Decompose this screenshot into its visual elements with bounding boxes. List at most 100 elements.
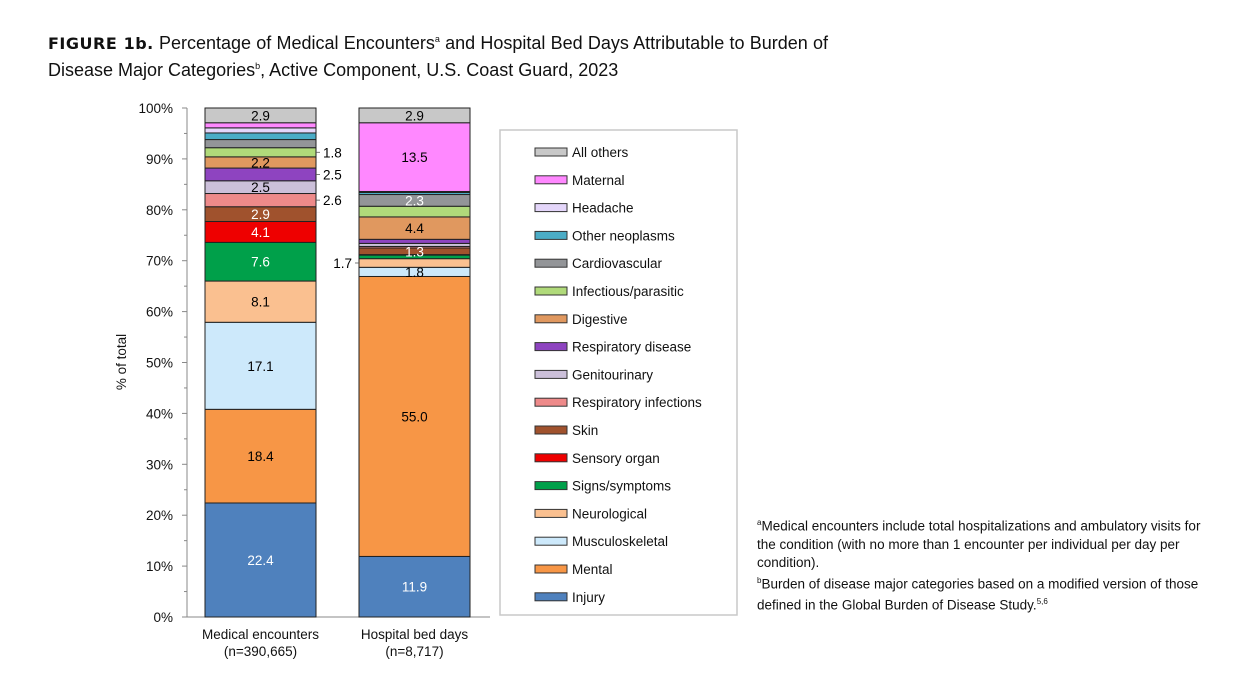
footnote-a: aMedical encounters include total hospit… [757,514,1217,572]
legend-swatch [534,314,568,324]
bar-segment-all-others [358,107,471,124]
legend-swatch [534,564,568,574]
y-tick-label: 70% [146,254,173,269]
footnote-marker: a [757,518,762,527]
legend-swatch [534,508,568,518]
bar-segment-signs-symptoms [204,241,317,282]
legend-swatch [534,453,568,463]
legend-swatch [534,425,568,435]
y-tick-label: 50% [146,356,173,371]
bar-segment-maternal [204,122,317,129]
legend-label: Infectious/parasitic [572,284,684,299]
footnote-refs: 5,6 [1036,597,1048,606]
legend-label: Musculoskeletal [572,534,668,549]
legend-label: Injury [572,590,605,605]
y-tick-label: 20% [146,508,173,523]
legend-swatch [534,286,568,296]
bar-segment-other-neoplasms [204,132,317,141]
legend-swatch [534,258,568,268]
legend-label: Genitourinary [572,367,653,382]
legend-label: Cardiovascular [572,256,663,271]
y-axis-title: % of total [114,334,129,390]
x-tick-label: (n=8,717) [385,644,443,659]
title-text: and Hospital Bed Days Attributable to Bu… [48,33,828,80]
legend-label: Digestive [572,312,628,327]
y-tick-label: 30% [146,457,173,472]
y-tick-label: 40% [146,406,173,421]
data-label: 2.9 [405,108,424,123]
legend-label: Mental [572,562,613,577]
y-tick-label: 0% [153,610,173,625]
data-label: 2.6 [323,193,342,208]
data-label: 7.6 [251,255,270,270]
data-label: 17.1 [247,359,273,374]
data-label: 22.4 [247,553,274,568]
data-label: 1.8 [323,145,342,160]
y-tick-label: 100% [138,101,173,116]
data-label: 1.7 [333,256,352,271]
legend-swatch [534,592,568,602]
figure-label: FIGURE 1b. [48,34,154,53]
data-label: 2.9 [251,207,270,222]
legend-label: All others [572,145,629,160]
legend-label: Neurological [572,506,647,521]
bar-segment-respiratory-disease [358,238,471,244]
y-tick-label: 10% [146,559,173,574]
legend-swatch [534,147,568,157]
footnote-text: Medical encounters include total hospita… [757,518,1201,570]
legend-swatch [534,203,568,213]
title-text: , Active Component, U.S. Coast Guard, 20… [260,60,619,80]
x-tick-label: (n=390,665) [224,644,297,659]
legend-swatch [534,342,568,352]
legend-swatch [534,369,568,379]
footnote-marker: b [757,575,762,585]
bar-segment-headache [204,127,317,134]
bar-segment-cardiovascular [204,139,317,149]
bar-segment-injury [358,555,471,618]
title-sup-b: b [255,61,261,71]
data-label: 11.9 [402,580,427,595]
bar-segment-respiratory-infections [204,193,317,208]
bar-segment-neurological [204,280,317,323]
data-label: 2.9 [251,108,270,123]
data-label: 8.1 [251,295,270,310]
legend-swatch [534,481,568,491]
bar-segment-injury [204,502,317,618]
x-tick-label: Hospital bed days [361,627,469,642]
title-text: Percentage of Medical Encounters [158,33,435,53]
footnotes: aMedical encounters include total hospit… [757,514,1217,615]
legend-swatch [534,536,568,546]
legend-swatch [534,397,568,407]
data-label: 2.2 [251,155,270,170]
y-tick-label: 60% [146,305,173,320]
legend-label: Signs/symptoms [572,479,671,494]
bar-segment-maternal [358,122,471,192]
data-label: 2.5 [323,167,342,182]
data-label: 1.3 [405,244,424,259]
y-tick-label: 80% [146,203,173,218]
bar-segment-musculoskeletal [204,321,317,410]
footnote-b: bBurden of disease major categories base… [757,572,1217,615]
bar-segment-all-others [204,107,317,124]
legend-label: Respiratory disease [572,340,691,355]
legend-label: Other neoplasms [572,228,675,243]
footnote-text: Burden of disease major categories based… [757,576,1199,613]
x-tick-label: Medical encounters [202,627,319,642]
data-label: 4.1 [251,225,270,240]
legend-label: Headache [572,201,634,216]
data-label: 2.3 [405,193,424,208]
legend-label: Respiratory infections [572,395,702,410]
y-tick-label: 90% [146,152,173,167]
data-label: 1.8 [405,265,424,280]
legend-label: Maternal [572,173,625,188]
data-label: 18.4 [247,449,274,464]
data-label: 4.4 [405,221,424,236]
legend-swatch [534,175,568,185]
legend-swatch [534,230,568,240]
legend-label: Skin [572,423,598,438]
figure-title: FIGURE 1b. Percentage of Medical Encount… [48,28,828,82]
data-label: 13.5 [401,150,427,165]
title-sup-a: a [434,34,440,44]
